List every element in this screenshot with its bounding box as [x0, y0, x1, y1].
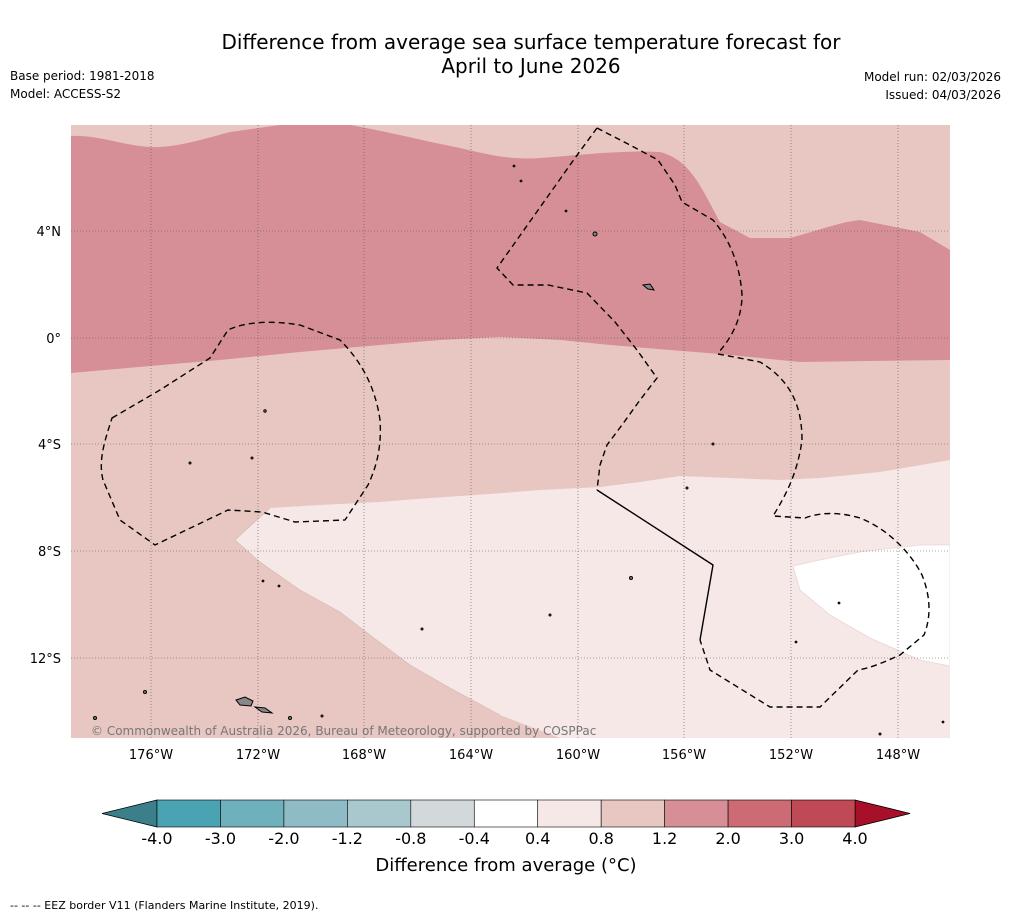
island-samoa-savaii — [253, 706, 274, 714]
meta-left: Base period: 1981-2018 Model: ACCESS-S2 — [10, 67, 155, 103]
colorbar-tick-label: -0.8 — [395, 829, 426, 848]
band-1-2-to-2-0 — [71, 125, 950, 373]
island-samoa-upolu — [235, 696, 254, 707]
lon-label: 176°W — [129, 748, 173, 763]
colorbar-under-arrow — [101, 799, 158, 828]
colorbar-tick-label: 3.0 — [779, 829, 804, 848]
lon-label: 156°W — [662, 748, 706, 763]
colorbar-swatch — [220, 799, 285, 828]
colorbar-swatch — [600, 799, 665, 828]
colorbar-tick-label: 0.8 — [588, 829, 613, 848]
colorbar-swatch — [473, 799, 539, 828]
issued-date: Issued: 04/03/2026 — [885, 88, 1001, 102]
lon-label: 152°W — [769, 748, 813, 763]
lat-labels: 4°N 0° 4°S 8°S 12°S — [30, 225, 61, 667]
eez-french-polynesia — [699, 353, 930, 708]
colorbar-tick-label: -0.4 — [459, 829, 490, 848]
colorbar-tick-label: -3.0 — [205, 829, 236, 848]
colorbar: -4.0 -3.0 -2.0 -1.2 -0.8 -0.4 0.4 0.8 1.2 2.0 3.0 4… — [101, 799, 911, 848]
colorbar-swatch — [283, 799, 348, 828]
lat-label: 12°S — [30, 652, 61, 667]
colorbar-tick-label: 2.0 — [715, 829, 740, 848]
lat-label: 0° — [46, 332, 61, 347]
eez-tokelau — [100, 321, 382, 546]
copyright-notice: © Commonwealth of Australia 2026, Bureau… — [91, 724, 596, 738]
lon-label: 160°W — [556, 748, 600, 763]
colorbar-tick-label: -1.2 — [332, 829, 363, 848]
lon-label: 172°W — [236, 748, 280, 763]
colorbar-swatch — [410, 799, 475, 828]
lon-labels: 176°W 172°W 168°W 164°W 160°W 156°W 152°… — [129, 748, 920, 763]
eez-footnote: -- -- -- EEZ border V11 (Flanders Marine… — [10, 899, 319, 912]
band-0-4-to-0-8 — [235, 460, 950, 738]
colorbar-swatch — [537, 799, 602, 828]
title-line-1: Difference from average sea surface temp… — [221, 30, 841, 54]
island-kiritimati — [641, 283, 656, 291]
eez-border-solid — [596, 489, 714, 641]
colorbar-swatch — [347, 799, 412, 828]
islands — [93, 164, 945, 736]
map-area: © Commonwealth of Australia 2026, Bureau… — [71, 125, 950, 738]
model-name: Model: ACCESS-S2 — [10, 87, 122, 101]
colorbar-tick-label: 0.4 — [525, 829, 550, 848]
colorbar-tick-label: -2.0 — [268, 829, 299, 848]
lat-label: 8°S — [38, 545, 61, 560]
colorbar-tick-label: 4.0 — [842, 829, 867, 848]
colorbar-title: Difference from average (°C) — [375, 855, 637, 876]
eez-borders — [100, 127, 930, 708]
lon-label: 164°W — [449, 748, 493, 763]
eez-kiribati-line — [496, 127, 658, 491]
gridlines — [71, 125, 950, 738]
band-minus-0-4-to-0-4 — [792, 544, 950, 667]
colorbar-swatch — [727, 799, 792, 828]
map-title: Difference from average sea surface temp… — [0, 30, 1011, 78]
meta-right: Model run: 02/03/2026 Issued: 04/03/2026 — [864, 68, 1001, 104]
colorbar-swatch — [791, 799, 856, 828]
title-line-2: April to June 2026 — [441, 54, 621, 78]
colorbar-over-arrow — [854, 799, 911, 828]
colorbar-tick-label: 1.2 — [652, 829, 677, 848]
colorbar-swatch — [156, 799, 221, 828]
base-period: Base period: 1981-2018 — [10, 69, 155, 83]
eez-kiribati-east — [596, 127, 743, 354]
lat-label: 4°N — [37, 225, 62, 240]
colorbar-tick-label: -4.0 — [141, 829, 172, 848]
lat-label: 4°S — [38, 438, 61, 453]
lon-label: 168°W — [342, 748, 386, 763]
band-edge — [234, 507, 501, 716]
model-run: Model run: 02/03/2026 — [863, 70, 1001, 84]
lon-label: 148°W — [876, 748, 920, 763]
colorbar-swatch — [664, 799, 729, 828]
